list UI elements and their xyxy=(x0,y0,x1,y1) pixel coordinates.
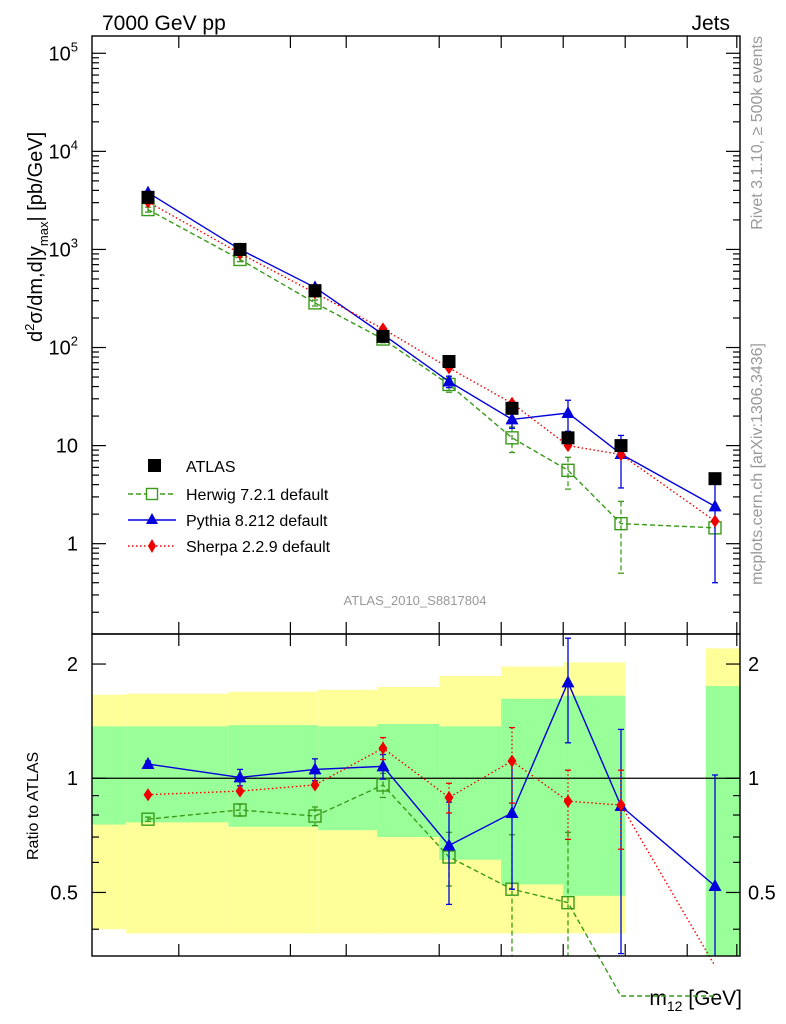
band-inner-4 xyxy=(377,723,440,838)
ratio-point-pythia xyxy=(708,878,722,891)
ratio-point-pythia xyxy=(561,675,575,688)
main-point-data xyxy=(614,439,628,453)
ratio-y-tick-label-left-2: 0.5 xyxy=(50,882,78,904)
ratio-point-herwig xyxy=(233,803,247,817)
ratio-point-sherpa xyxy=(616,798,626,812)
legend-marker-pythia xyxy=(146,513,158,524)
collision-label: 7000 GeV pp xyxy=(102,12,226,35)
ratio-y-axis-label: Ratio to ATLAS xyxy=(25,752,42,860)
main-point-herwig xyxy=(505,431,519,445)
analysis-id-label: ATLAS_2010_S8817804 xyxy=(344,593,487,608)
legend-marker-herwig xyxy=(145,487,159,501)
main-point-data xyxy=(561,431,575,445)
legend-label-herwig: Herwig 7.2.1 default xyxy=(186,487,329,504)
main-point-pythia xyxy=(561,405,575,418)
ratio-line-sherpa xyxy=(147,747,716,967)
ratio-uncertainty-bands xyxy=(92,648,740,956)
main-point-pythia xyxy=(708,499,722,512)
ratio-point-pythia xyxy=(376,759,390,772)
main-point-data xyxy=(442,355,456,369)
rivet-version-label: Rivet 3.1.10, ≥ 500k events xyxy=(749,36,766,230)
main-point-herwig xyxy=(561,463,575,477)
ratio-point-sherpa xyxy=(444,790,454,804)
band-inner-7 xyxy=(563,695,626,896)
process-label: Jets xyxy=(691,12,730,35)
main-y-tick-label-2: 103 xyxy=(49,235,78,261)
ratio-point-sherpa xyxy=(378,741,388,755)
ratio-y-tick-label-left-1: 1 xyxy=(67,768,78,790)
main-y-tick-label-5: 1 xyxy=(67,534,78,556)
band-inner-2 xyxy=(228,725,319,827)
band-inner-6 xyxy=(501,698,564,885)
main-point-data xyxy=(376,329,390,343)
main-point-pythia xyxy=(505,412,519,425)
legend-label-atlas: ATLAS xyxy=(186,459,236,476)
main-point-data xyxy=(233,242,247,256)
main-point-data xyxy=(308,284,322,298)
ratio-point-herwig xyxy=(141,812,155,826)
ratio-y-tick-label-right-0: 2 xyxy=(748,654,759,676)
main-point-sherpa xyxy=(710,514,720,528)
ratio-point-sherpa xyxy=(310,778,320,792)
ratio-point-herwig xyxy=(308,809,322,823)
ratio-plot-frame xyxy=(91,633,741,957)
ratio-point-pythia xyxy=(442,838,456,851)
mcplots-reference-label: mcplots.cern.ch [arXiv:1306.3436] xyxy=(749,343,766,585)
main-y-tick-label-1: 104 xyxy=(49,137,78,163)
legend-label-pythia: Pythia 8.212 default xyxy=(186,513,328,530)
ratio-point-pythia xyxy=(233,770,247,783)
main-y-axis-label: d2σ/dm,d|ymax| [pb/GeV] xyxy=(22,132,51,342)
ratio-point-pythia xyxy=(308,762,322,775)
band-inner-0 xyxy=(92,726,127,825)
main-point-data xyxy=(505,401,519,415)
ratio-point-herwig xyxy=(376,778,390,792)
main-y-tick-label-3: 102 xyxy=(49,334,78,360)
ratio-y-tick-label-left-0: 2 xyxy=(67,654,78,676)
legend-label-sherpa: Sherpa 2.2.9 default xyxy=(186,539,331,556)
main-point-data xyxy=(141,190,155,204)
band-inner-8 xyxy=(705,686,740,956)
ratio-point-pythia xyxy=(141,757,155,770)
main-point-pythia xyxy=(442,374,456,387)
ratio-point-sherpa xyxy=(235,784,245,798)
main-y-tick-label-4: 10 xyxy=(56,436,78,458)
ratio-series-group xyxy=(141,637,722,997)
ratio-y-tick-label-right-1: 1 xyxy=(748,768,759,790)
ratio-point-sherpa xyxy=(563,794,573,808)
main-point-herwig xyxy=(614,516,628,531)
band-inner-1 xyxy=(126,726,229,823)
legend-marker-atlas xyxy=(148,459,161,472)
ratio-point-herwig xyxy=(561,895,575,910)
ratio-point-sherpa xyxy=(143,788,153,802)
legend-marker-sherpa xyxy=(148,539,156,553)
ratio-point-pythia xyxy=(505,805,519,818)
main-y-tick-label-0: 105 xyxy=(49,39,78,65)
main-series-group xyxy=(141,185,722,584)
x-axis-label: m12 [GeV] xyxy=(649,987,742,1014)
ratio-point-sherpa xyxy=(507,754,517,768)
ratio-y-tick-label-right-2: 0.5 xyxy=(748,882,776,904)
legend: ATLAS Herwig 7.2.1 default Pythia 8.212 … xyxy=(128,459,331,556)
ratio-axis-ticks: 2 2 1 1 0.5 0.5 xyxy=(50,654,776,930)
main-point-data xyxy=(708,472,722,486)
